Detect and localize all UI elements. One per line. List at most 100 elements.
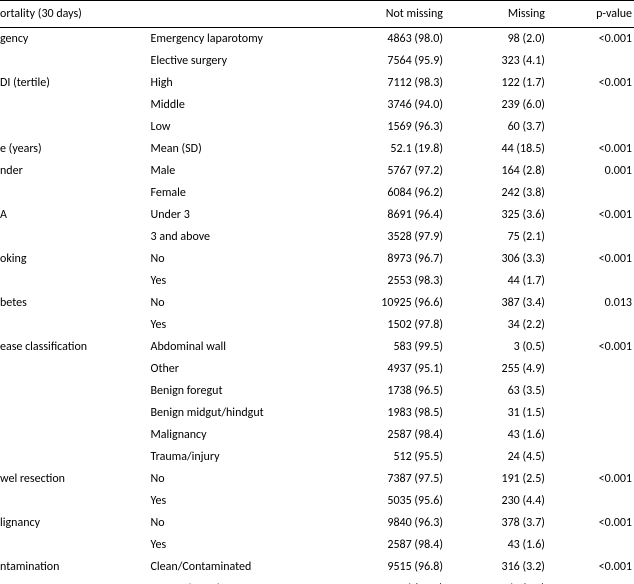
- cell-missing: 44 (18.5): [461, 138, 563, 160]
- cell-not-missing: 2553 (98.3): [331, 270, 461, 292]
- table-row: Low1569 (96.3)60 (3.7): [0, 116, 634, 138]
- cell-not-missing: 10925 (96.6): [331, 292, 461, 314]
- table-row: Female6084 (96.2)242 (3.8): [0, 182, 634, 204]
- cell-category: Yes: [151, 270, 331, 292]
- cell-not-missing: 2587 (98.4): [331, 534, 461, 556]
- cell-pvalue: [563, 50, 634, 72]
- cell-not-missing: 4863 (98.0): [331, 28, 461, 51]
- mortality-table: ortality (30 days) Not missing Missing p…: [0, 0, 634, 584]
- table-row: Contaminated1206 (94.7)67 (5.3): [0, 578, 634, 584]
- cell-pvalue: 0.001: [563, 160, 634, 182]
- cell-category: Mean (SD): [151, 138, 331, 160]
- cell-pvalue: <0.001: [563, 556, 634, 578]
- cell-category: Middle: [151, 94, 331, 116]
- cell-not-missing: 1206 (94.7): [331, 578, 461, 584]
- table-row: Other4937 (95.1)255 (4.9): [0, 358, 634, 380]
- cell-variable: betes: [0, 292, 151, 314]
- cell-pvalue: <0.001: [563, 138, 634, 160]
- cell-category: High: [151, 72, 331, 94]
- cell-pvalue: [563, 116, 634, 138]
- table-row: Yes1502 (97.8)34 (2.2): [0, 314, 634, 336]
- cell-pvalue: <0.001: [563, 468, 634, 490]
- cell-variable: A: [0, 204, 151, 226]
- header-pvalue: p-value: [563, 1, 634, 28]
- cell-category: Trauma/injury: [151, 446, 331, 468]
- cell-missing: 323 (4.1): [461, 50, 563, 72]
- cell-pvalue: [563, 226, 634, 248]
- cell-not-missing: 6084 (96.2): [331, 182, 461, 204]
- cell-variable: [0, 116, 151, 138]
- cell-missing: 75 (2.1): [461, 226, 563, 248]
- cell-category: Yes: [151, 314, 331, 336]
- cell-variable: nder: [0, 160, 151, 182]
- cell-not-missing: 1502 (97.8): [331, 314, 461, 336]
- table-row: 3 and above3528 (97.9)75 (2.1): [0, 226, 634, 248]
- cell-category: Under 3: [151, 204, 331, 226]
- cell-category: No: [151, 248, 331, 270]
- table-row: ease classificationAbdominal wall583 (99…: [0, 336, 634, 358]
- cell-category: Benign midgut/hindgut: [151, 402, 331, 424]
- cell-pvalue: [563, 424, 634, 446]
- cell-missing: 31 (1.5): [461, 402, 563, 424]
- cell-pvalue: [563, 270, 634, 292]
- cell-variable: e (years): [0, 138, 151, 160]
- table-row: gencyEmergency laparotomy4863 (98.0)98 (…: [0, 28, 634, 51]
- cell-variable: [0, 94, 151, 116]
- cell-category: Emergency laparotomy: [151, 28, 331, 51]
- cell-not-missing: 8973 (96.7): [331, 248, 461, 270]
- cell-not-missing: 1983 (98.5): [331, 402, 461, 424]
- cell-category: Male: [151, 160, 331, 182]
- cell-pvalue: [563, 94, 634, 116]
- table-row: AUnder 38691 (96.4)325 (3.6)<0.001: [0, 204, 634, 226]
- cell-not-missing: 52.1 (19.8): [331, 138, 461, 160]
- cell-missing: 325 (3.6): [461, 204, 563, 226]
- cell-variable: wel resection: [0, 468, 151, 490]
- cell-variable: [0, 50, 151, 72]
- table-header-row: ortality (30 days) Not missing Missing p…: [0, 1, 634, 28]
- table-row: betesNo10925 (96.6)387 (3.4)0.013: [0, 292, 634, 314]
- cell-not-missing: 4937 (95.1): [331, 358, 461, 380]
- table-row: Benign midgut/hindgut1983 (98.5)31 (1.5): [0, 402, 634, 424]
- cell-pvalue: [563, 490, 634, 512]
- cell-pvalue: <0.001: [563, 336, 634, 358]
- cell-category: Yes: [151, 490, 331, 512]
- table-row: Elective surgery7564 (95.9)323 (4.1): [0, 50, 634, 72]
- cell-missing: 387 (3.4): [461, 292, 563, 314]
- cell-category: Other: [151, 358, 331, 380]
- cell-not-missing: 7387 (97.5): [331, 468, 461, 490]
- header-not-missing: Not missing: [331, 1, 461, 28]
- cell-missing: 122 (1.7): [461, 72, 563, 94]
- cell-variable: [0, 490, 151, 512]
- cell-variable: [0, 314, 151, 336]
- cell-variable: [0, 226, 151, 248]
- cell-category: No: [151, 512, 331, 534]
- cell-missing: 34 (2.2): [461, 314, 563, 336]
- cell-pvalue: 0.013: [563, 292, 634, 314]
- cell-category: Malignancy: [151, 424, 331, 446]
- table-row: lignancyNo9840 (96.3)378 (3.7)<0.001: [0, 512, 634, 534]
- cell-not-missing: 583 (99.5): [331, 336, 461, 358]
- header-missing: Missing: [461, 1, 563, 28]
- cell-variable: ntamination: [0, 556, 151, 578]
- cell-missing: 191 (2.5): [461, 468, 563, 490]
- cell-pvalue: <0.001: [563, 28, 634, 51]
- cell-category: Contaminated: [151, 578, 331, 584]
- cell-missing: 67 (5.3): [461, 578, 563, 584]
- cell-not-missing: 1569 (96.3): [331, 116, 461, 138]
- cell-variable: gency: [0, 28, 151, 51]
- header-variable: ortality (30 days): [0, 1, 151, 28]
- cell-variable: oking: [0, 248, 151, 270]
- cell-category: 3 and above: [151, 226, 331, 248]
- cell-variable: [0, 534, 151, 556]
- table-body: gencyEmergency laparotomy4863 (98.0)98 (…: [0, 28, 634, 584]
- cell-variable: [0, 578, 151, 584]
- cell-pvalue: [563, 358, 634, 380]
- cell-missing: 242 (3.8): [461, 182, 563, 204]
- cell-category: Low: [151, 116, 331, 138]
- cell-pvalue: [563, 446, 634, 468]
- table-row: DI (tertile)High7112 (98.3)122 (1.7)<0.0…: [0, 72, 634, 94]
- cell-missing: 316 (3.2): [461, 556, 563, 578]
- cell-not-missing: 9515 (96.8): [331, 556, 461, 578]
- table-row: Middle3746 (94.0)239 (6.0): [0, 94, 634, 116]
- cell-category: Abdominal wall: [151, 336, 331, 358]
